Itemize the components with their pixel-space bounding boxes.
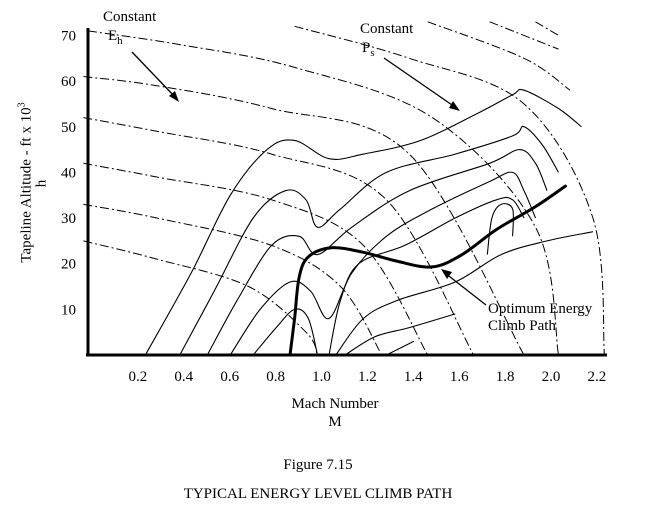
energy-height-line-2 (83, 162, 429, 356)
m-symbol: M (328, 414, 342, 430)
annotation-arrows (131, 51, 487, 306)
optimum-climb-path-group (288, 184, 567, 357)
ps-contour-0 (144, 88, 582, 356)
x-tick-label-6: 1.4 (404, 369, 423, 385)
ps-symbol: P (362, 40, 371, 56)
energy-height-line-9 (535, 21, 559, 36)
eh-arrowhead (169, 91, 179, 102)
ps-subscript: s (370, 47, 375, 59)
energy-height-line-3 (83, 117, 475, 356)
x-tick-labels: 0.2 0.4 0.6 0.8 1.0 1.2 1.4 1.6 1.8 2.0 2.2 (129, 369, 607, 385)
figure-number: Figure 7.15 (0, 458, 636, 473)
ps-contour-1 (179, 125, 559, 356)
ps-arrowhead (449, 101, 460, 111)
y-tick-label-3: 40 (61, 165, 76, 181)
ps-contour-5 (328, 196, 525, 356)
ps-contour-9 (486, 203, 514, 255)
energy-height-line-4 (83, 76, 525, 356)
x-tick-label-9: 2.0 (542, 369, 561, 385)
x-tick-label-5: 1.2 (358, 369, 377, 385)
x-tick-label-8: 1.8 (496, 369, 515, 385)
constant-ps-symbol-label: Ps (362, 40, 375, 59)
constant-ps-label: Constant (360, 22, 413, 37)
x-tick-label-0: 0.2 (129, 369, 148, 385)
x-axis-label: Mach Number (200, 397, 470, 412)
y-tick-label-6: 70 (61, 28, 76, 44)
x-tick-label-3: 0.8 (266, 369, 285, 385)
optimum-climb-path (288, 184, 567, 357)
energy-height-line-8 (489, 21, 559, 50)
axes (86, 28, 607, 357)
h-symbol: h (33, 179, 50, 188)
constant-eh-label: Constant (103, 10, 156, 25)
y-tick-label-0: 10 (61, 302, 76, 318)
x-axis-title: Mach Number (291, 396, 379, 412)
x-tick-label-1: 0.4 (174, 369, 193, 385)
constant-ps-word: Constant (360, 21, 414, 37)
ps-contour-2 (206, 149, 548, 356)
optimum-arrow (444, 272, 487, 306)
y-tick-label-1: 20 (61, 257, 76, 273)
ps-arrow (383, 57, 456, 108)
energy-height-line-0 (83, 240, 318, 356)
optimum-label-line1: Optimum Energy (488, 302, 592, 317)
constant-eh-symbol-label: Eh (108, 28, 123, 47)
ps-contour-7 (344, 313, 456, 356)
figure-number-text: Figure 7.15 (283, 457, 353, 473)
x-tick-label-2: 0.6 (220, 369, 239, 385)
figure-caption-text: TYPICAL ENERGY LEVEL CLIMB PATH (183, 486, 453, 502)
x-tick-label-7: 1.6 (450, 369, 469, 385)
y-axis-label: Tapeline Altitude - ft x 103 (16, 68, 35, 298)
energy-height-line-6 (294, 25, 605, 356)
ps-contour-8 (386, 340, 415, 356)
optimum-arrowhead (441, 269, 452, 279)
optimum-line2: Climb Path (488, 318, 556, 334)
constant-eh-word: Constant (103, 9, 157, 25)
y-tick-labels: 10 20 30 40 50 60 70 (61, 28, 76, 318)
energy-height-line-5 (87, 30, 559, 356)
eh-subscript: h (117, 35, 123, 47)
ps-contour-4 (252, 308, 319, 356)
eh-arrow (131, 51, 177, 99)
energy-height-line-7 (427, 21, 571, 91)
y-tick-label-2: 30 (61, 211, 76, 227)
optimum-line1: Optimum Energy (488, 301, 593, 317)
figure-caption: TYPICAL ENERGY LEVEL CLIMB PATH (0, 487, 636, 502)
x-tick-label-4: 1.0 (312, 369, 331, 385)
y-axis-exponent: 3 (16, 102, 28, 108)
x-axis-symbol: M (200, 415, 470, 430)
y-tick-label-5: 60 (61, 74, 76, 90)
eh-symbol: E (108, 28, 118, 44)
optimum-label-line2: Climb Path (488, 319, 556, 334)
y-axis-symbol: h (33, 179, 50, 188)
ps-contour-6 (335, 231, 594, 356)
x-tick-label-10: 2.2 (588, 369, 607, 385)
y-axis-title: Tapeline Altitude - ft x 10 (18, 107, 35, 263)
y-tick-label-4: 50 (61, 120, 76, 136)
